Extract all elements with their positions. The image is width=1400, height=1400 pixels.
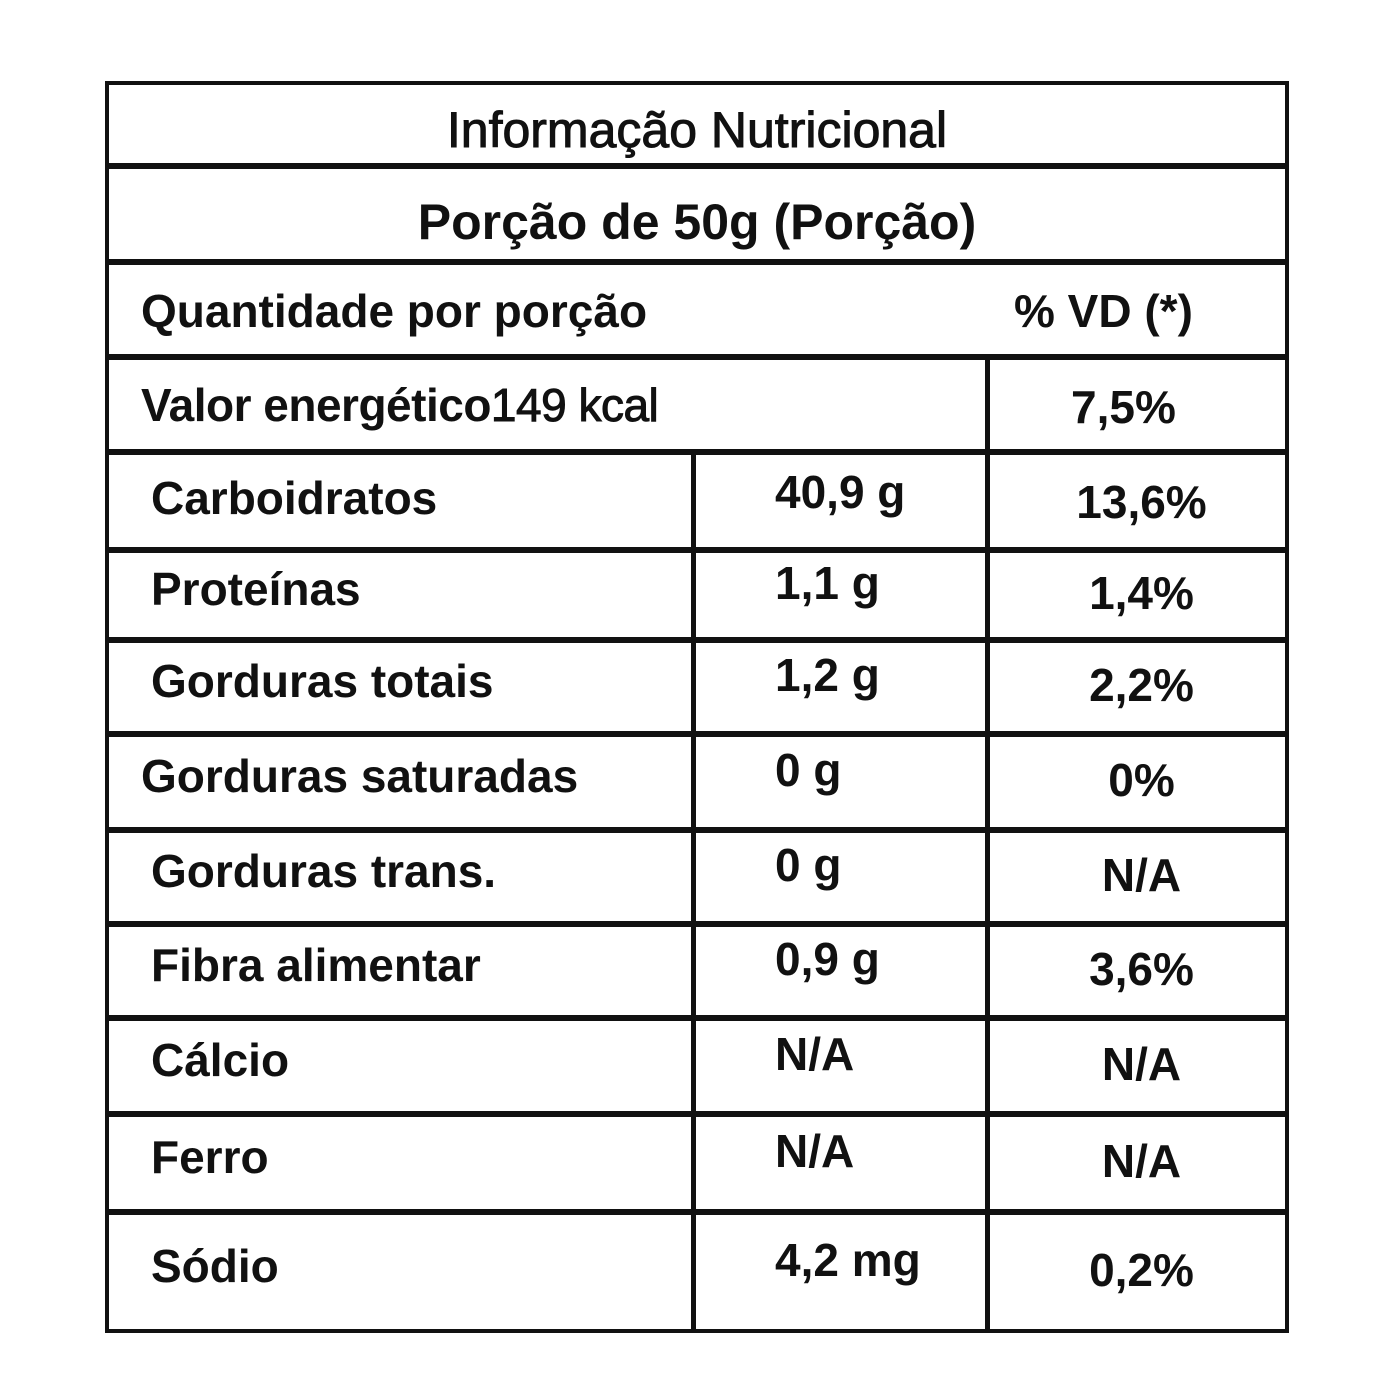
- nutrient-dv: 13,6%: [1076, 476, 1207, 528]
- nutrient-amount: 1,1 g: [775, 557, 880, 609]
- column-divider-dv: [985, 360, 990, 1329]
- serving-size: Porção de 50g (Porção): [417, 194, 977, 250]
- energy-amount: 149 kcal: [490, 379, 659, 431]
- table-title: Informação Nutricional: [446, 102, 948, 158]
- nutrient-amount: 0,9 g: [775, 933, 880, 985]
- column-divider-amount: [691, 455, 696, 1329]
- energy-label-text: Valor energético: [141, 379, 491, 431]
- nutrient-label: Sódio: [151, 1240, 279, 1292]
- nutrition-facts-table: Informação Nutricional Porção de 50g (Po…: [105, 81, 1289, 1333]
- divider: [109, 637, 1285, 643]
- divider: [109, 827, 1285, 833]
- daily-value-label: % VD (*): [1014, 285, 1193, 337]
- nutrient-dv: 2,2%: [1089, 659, 1194, 711]
- nutrient-label: Gorduras saturadas: [141, 750, 579, 802]
- nutrient-dv: 3,6%: [1089, 943, 1194, 995]
- nutrient-label: Proteínas: [151, 563, 361, 615]
- divider: [109, 547, 1285, 553]
- nutrient-dv: N/A: [1101, 849, 1182, 901]
- divider: [109, 259, 1285, 265]
- nutrient-amount: N/A: [775, 1028, 855, 1080]
- divider: [109, 921, 1285, 927]
- nutrient-label: Gorduras trans.: [151, 845, 497, 897]
- energy-dv: 7,5%: [1071, 381, 1176, 433]
- nutrient-amount: 40,9 g: [775, 466, 906, 518]
- nutrient-label: Fibra alimentar: [151, 939, 481, 991]
- divider: [109, 354, 1285, 360]
- divider: [109, 449, 1285, 455]
- nutrient-dv: N/A: [1101, 1038, 1182, 1090]
- nutrient-dv: 0%: [1108, 754, 1175, 806]
- nutrient-amount: 4,2 mg: [775, 1234, 921, 1286]
- nutrient-amount: 0 g: [775, 839, 842, 891]
- nutrient-label: Cálcio: [151, 1034, 290, 1086]
- divider: [109, 163, 1285, 169]
- divider: [109, 731, 1285, 737]
- nutrient-dv: 1,4%: [1089, 567, 1194, 619]
- divider: [109, 1209, 1285, 1215]
- divider: [109, 1111, 1285, 1117]
- energy-label: Valor energético149 kcal: [141, 379, 659, 431]
- divider: [109, 1015, 1285, 1021]
- nutrient-label: Ferro: [151, 1131, 269, 1183]
- nutrient-dv: 0,2%: [1089, 1244, 1194, 1296]
- nutrient-amount: 0 g: [775, 744, 842, 796]
- nutrient-amount: N/A: [775, 1125, 855, 1177]
- nutrient-label: Carboidratos: [151, 472, 438, 524]
- nutrient-dv: N/A: [1101, 1135, 1182, 1187]
- nutrient-amount: 1,2 g: [775, 649, 880, 701]
- nutrient-label: Gorduras totais: [151, 655, 494, 707]
- amount-per-serving-label: Quantidade por porção: [141, 285, 648, 337]
